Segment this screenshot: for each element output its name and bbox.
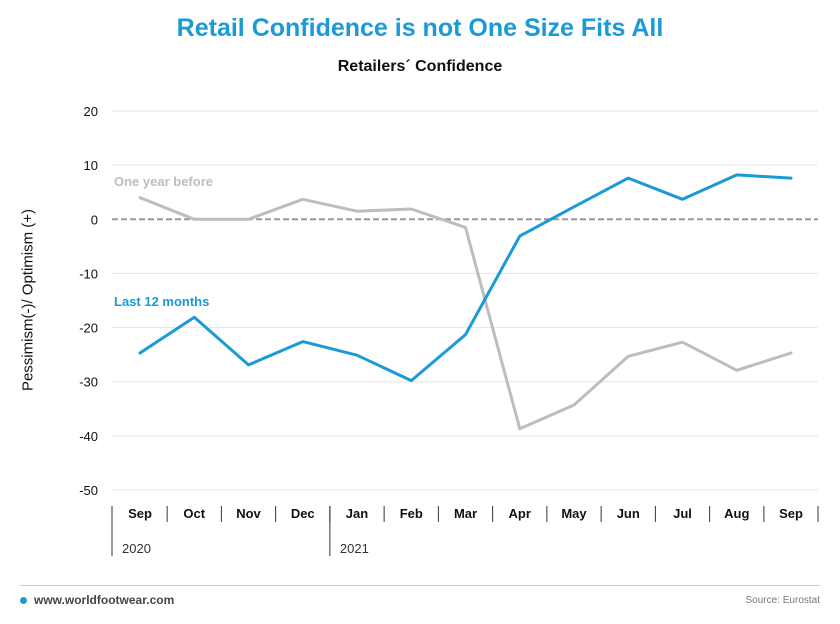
y-tick-label: 0 xyxy=(91,212,98,227)
gridlines xyxy=(112,110,818,491)
y-tick-labels: 20 10 0 -10 -20 -30 -40 -50 xyxy=(79,104,98,498)
x-tick-label: Jan xyxy=(346,506,368,521)
x-tick-label: Apr xyxy=(509,506,531,521)
chart-title: Retail Confidence is not One Size Fits A… xyxy=(176,14,664,42)
x-axis: Sep Oct Nov Dec Jan Feb Mar Apr May Jun Jul Aug Sep 2… xyxy=(111,506,819,556)
series-line-last-12-months xyxy=(138,173,793,383)
footer-source: Source: Eurostat xyxy=(745,595,820,606)
x-tick-label: Feb xyxy=(400,506,423,521)
x-tick-label: Nov xyxy=(236,506,261,521)
series-lines xyxy=(138,173,793,431)
y-tick-label: -30 xyxy=(79,375,98,390)
y-tick-label: -10 xyxy=(79,266,98,281)
year-label: 2020 xyxy=(122,541,151,556)
x-tick-label: Sep xyxy=(779,506,803,521)
series-labels: One year before Last 12 months xyxy=(114,174,213,309)
x-tick-label: Dec xyxy=(291,506,315,521)
series-label: Last 12 months xyxy=(114,294,209,309)
year-label: 2021 xyxy=(340,541,369,556)
x-tick-label: Jul xyxy=(673,506,692,521)
y-tick-label: -40 xyxy=(79,429,98,444)
x-tick-label: Aug xyxy=(724,506,749,521)
x-tick-label: Jun xyxy=(617,506,640,521)
footer-divider xyxy=(20,585,820,586)
y-tick-label: -50 xyxy=(79,483,98,498)
chart-subtitle: Retailers´ Confidence xyxy=(337,58,503,75)
line-chart: 20 10 0 -10 -20 -30 -40 -50 Sep Oct Nov Dec Jan Feb M… xyxy=(79,104,819,556)
x-tick-label: May xyxy=(561,506,587,521)
footer-website[interactable]: www.worldfootwear.com xyxy=(34,593,175,607)
x-tick-label: Mar xyxy=(454,506,477,521)
x-tick-label: Sep xyxy=(128,506,152,521)
series-line-one-year-before xyxy=(138,196,793,431)
x-tick-label: Oct xyxy=(183,506,205,521)
series-label: One year before xyxy=(114,174,213,189)
y-tick-label: 20 xyxy=(84,104,98,119)
bullet-icon xyxy=(20,597,27,604)
y-tick-label: 10 xyxy=(84,158,98,173)
y-tick-label: -20 xyxy=(79,321,98,336)
